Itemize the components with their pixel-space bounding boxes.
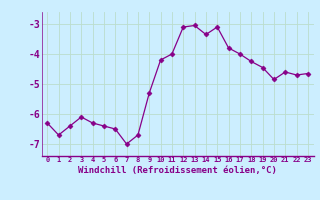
X-axis label: Windchill (Refroidissement éolien,°C): Windchill (Refroidissement éolien,°C) bbox=[78, 166, 277, 175]
